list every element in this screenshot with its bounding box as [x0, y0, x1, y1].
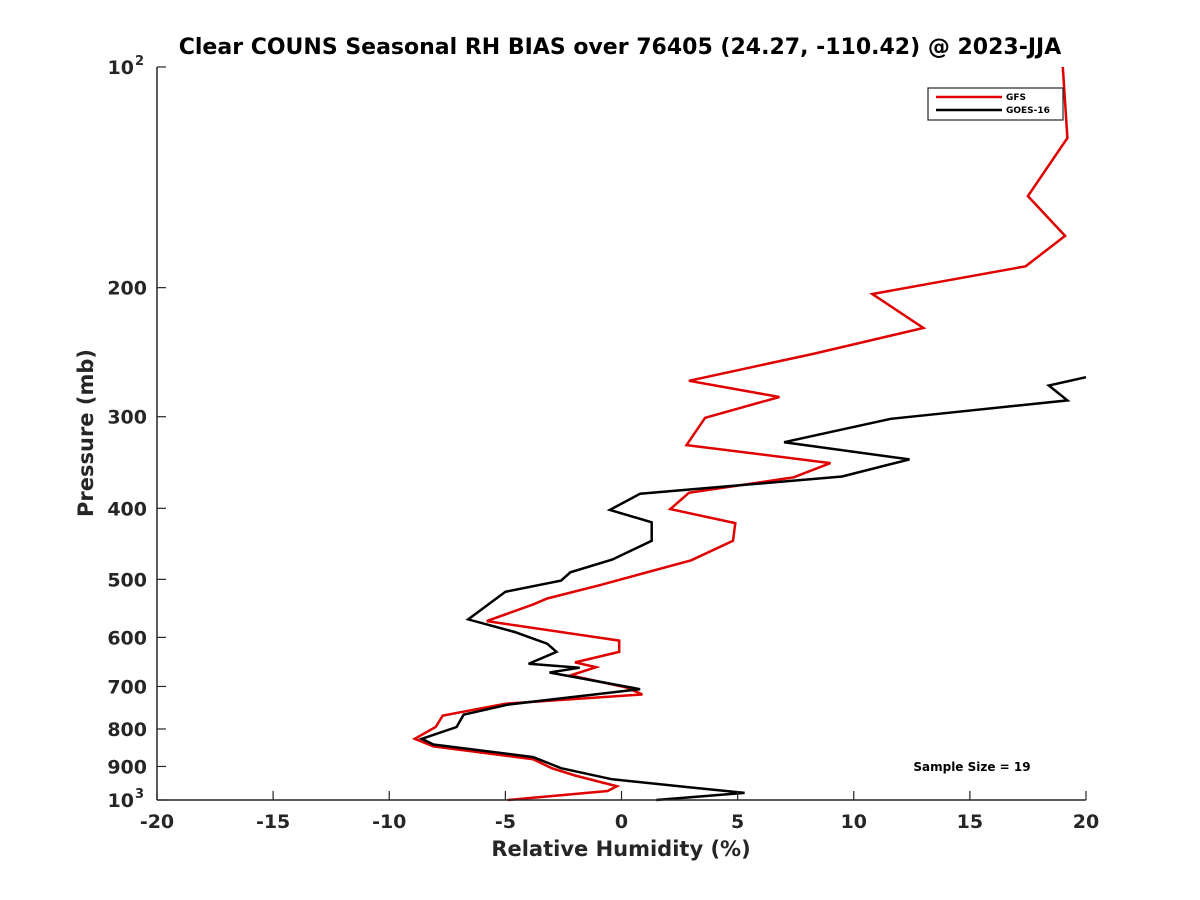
series-line-gfs — [411, 66, 1069, 802]
y-tick-label: 500 — [107, 569, 147, 591]
x-tick-label: 0 — [615, 811, 628, 833]
y-tick-label: 10 — [108, 57, 134, 79]
y-tick-label-exponent: 3 — [135, 787, 144, 802]
x-axis-label: Relative Humidity (%) — [491, 837, 750, 861]
y-tick-label: 700 — [107, 676, 147, 698]
y-tick-label: 200 — [107, 278, 147, 300]
series-line-goes16 — [418, 375, 1087, 802]
x-tick-label: -15 — [256, 811, 290, 833]
x-tick-label: 10 — [841, 811, 867, 833]
y-tick-label: 400 — [107, 498, 147, 520]
x-tick-label: -10 — [372, 811, 406, 833]
legend: GFS GOES-16 — [927, 87, 1064, 121]
chart-title: Clear COUNS Seasonal RH BIAS over 76405 … — [179, 35, 1062, 60]
x-axis-ticks: -20 -15 -10 -5 0 5 10 15 20 — [140, 791, 1099, 833]
x-tick-label: 5 — [731, 811, 744, 833]
y-tick-label-exponent: 2 — [135, 54, 144, 69]
legend-label-goes16: GOES-16 — [1006, 106, 1050, 116]
legend-label-gfs: GFS — [1006, 93, 1026, 103]
x-tick-label: 20 — [1073, 811, 1099, 833]
x-tick-label: -20 — [140, 811, 174, 833]
y-axis-label: Pressure (mb) — [74, 349, 98, 517]
x-tick-label: 15 — [957, 811, 983, 833]
plot-area — [157, 67, 1086, 800]
y-tick-label: 10 — [108, 790, 134, 812]
y-tick-label: 800 — [107, 719, 147, 741]
legend-box — [927, 87, 1064, 121]
series-layer — [411, 66, 1087, 802]
sample-size-annotation: Sample Size = 19 — [913, 760, 1030, 774]
y-tick-label: 600 — [107, 627, 147, 649]
y-tick-label: 900 — [107, 756, 147, 778]
y-tick-label: 300 — [107, 407, 147, 429]
x-tick-label: -5 — [495, 811, 516, 833]
